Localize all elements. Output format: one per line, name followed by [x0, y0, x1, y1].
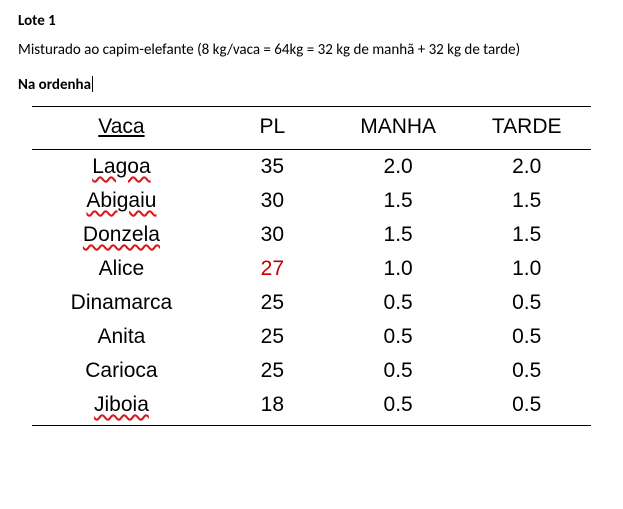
- cell-pl: 30: [211, 218, 334, 252]
- cell-tarde: 0.5: [462, 286, 591, 320]
- cell-vaca: Anita: [32, 320, 211, 354]
- cell-vaca: Donzela: [32, 218, 211, 252]
- vaca-name: Abigaiu: [86, 189, 156, 213]
- vaca-name: Alice: [99, 257, 145, 281]
- table-row: Alice271.01.0: [32, 252, 591, 286]
- cell-tarde: 0.5: [462, 320, 591, 354]
- cell-tarde: 1.0: [462, 252, 591, 286]
- cell-manha: 0.5: [334, 388, 463, 426]
- cell-manha: 0.5: [334, 320, 463, 354]
- cell-pl: 25: [211, 286, 334, 320]
- cell-tarde: 1.5: [462, 218, 591, 252]
- text-cursor: [92, 76, 93, 92]
- cell-pl: 30: [211, 184, 334, 218]
- table-row: Lagoa352.02.0: [32, 150, 591, 185]
- col-header-vaca: Vaca: [32, 107, 211, 150]
- cell-tarde: 2.0: [462, 150, 591, 185]
- lote-heading: Lote 1: [18, 12, 605, 30]
- cell-vaca: Carioca: [32, 354, 211, 388]
- cell-pl: 18: [211, 388, 334, 426]
- cell-pl: 25: [211, 354, 334, 388]
- cell-manha: 0.5: [334, 286, 463, 320]
- cell-tarde: 0.5: [462, 388, 591, 426]
- body-description: Misturado ao capim-elefante (8 kg/vaca =…: [18, 40, 605, 61]
- cell-vaca: Jiboia: [32, 388, 211, 426]
- table-row: Jiboia180.50.5: [32, 388, 591, 426]
- table-row: Anita250.50.5: [32, 320, 591, 354]
- cell-vaca: Lagoa: [32, 150, 211, 185]
- vaca-name: Jiboia: [94, 393, 149, 417]
- cell-manha: 1.5: [334, 218, 463, 252]
- vaca-name: Donzela: [83, 223, 160, 247]
- table-row: Donzela301.51.5: [32, 218, 591, 252]
- vaca-name: Lagoa: [92, 155, 150, 179]
- table-row: Dinamarca250.50.5: [32, 286, 591, 320]
- vaca-name: Anita: [98, 325, 146, 349]
- cell-manha: 0.5: [334, 354, 463, 388]
- cell-manha: 2.0: [334, 150, 463, 185]
- vaca-name: Dinamarca: [71, 291, 173, 315]
- cell-tarde: 0.5: [462, 354, 591, 388]
- cell-pl: 27: [211, 252, 334, 286]
- sub-heading-row: Na ordenha: [18, 75, 605, 94]
- feeding-table: Vaca PL MANHA TARDE Lagoa352.02.0Abigaiu…: [32, 106, 591, 426]
- cell-vaca: Alice: [32, 252, 211, 286]
- col-header-pl: PL: [211, 107, 334, 150]
- cell-pl: 25: [211, 320, 334, 354]
- table-row: Carioca250.50.5: [32, 354, 591, 388]
- table-row: Abigaiu301.51.5: [32, 184, 591, 218]
- cell-vaca: Dinamarca: [32, 286, 211, 320]
- table-body: Lagoa352.02.0Abigaiu301.51.5Donzela301.5…: [32, 150, 591, 426]
- col-header-tarde: TARDE: [462, 107, 591, 150]
- cell-manha: 1.5: [334, 184, 463, 218]
- col-header-manha: MANHA: [334, 107, 463, 150]
- vaca-name: Carioca: [85, 359, 157, 383]
- cell-tarde: 1.5: [462, 184, 591, 218]
- table-container: Vaca PL MANHA TARDE Lagoa352.02.0Abigaiu…: [18, 106, 605, 426]
- cell-manha: 1.0: [334, 252, 463, 286]
- table-header-row: Vaca PL MANHA TARDE: [32, 107, 591, 150]
- sub-heading: Na ordenha: [18, 76, 91, 94]
- cell-pl: 35: [211, 150, 334, 185]
- cell-vaca: Abigaiu: [32, 184, 211, 218]
